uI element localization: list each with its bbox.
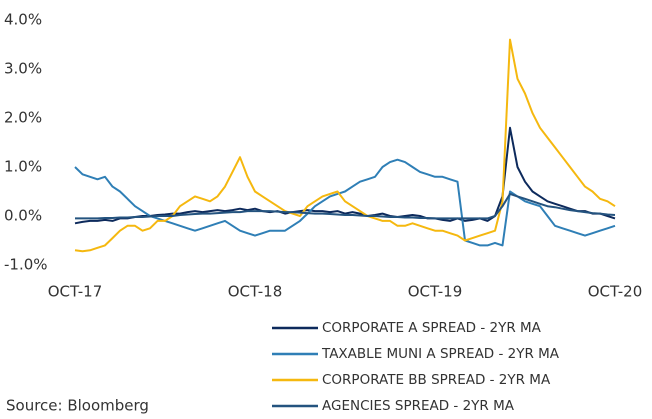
series-line	[74, 38, 616, 253]
x-tick-label: OCT-17	[48, 283, 103, 301]
x-tick-label: OCT-19	[408, 283, 463, 301]
legend-label: AGENCIES SPREAD - 2YR MA	[322, 398, 515, 414]
legend-label: CORPORATE BB SPREAD - 2YR MA	[322, 372, 551, 388]
legend-label: CORPORATE A SPREAD - 2YR MA	[322, 320, 542, 336]
x-tick-label: OCT-18	[228, 283, 283, 301]
y-tick-label: 1.0%	[4, 158, 42, 176]
y-tick-label: 0.0%	[4, 207, 42, 225]
source: Source: Bloomberg	[6, 397, 149, 415]
x-tick-label: OCT-20	[588, 283, 643, 301]
series-line	[74, 126, 616, 225]
y-tick-label: 2.0%	[4, 109, 42, 127]
legend-label: TAXABLE MUNI A SPREAD - 2YR MA	[321, 346, 560, 362]
y-tick-label: 3.0%	[4, 60, 42, 78]
y-tick-label: 4.0%	[4, 11, 42, 29]
series-line	[75, 192, 616, 220]
y-tick-label: -1.0%	[4, 256, 48, 274]
